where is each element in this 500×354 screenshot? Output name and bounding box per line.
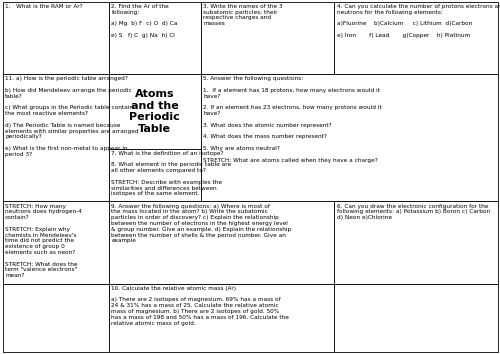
Bar (2, 201, 109, 284)
Bar (2, 74, 109, 201)
Text: 7. What is the definition of an isotope?

8. What element in the periodic table : 7. What is the definition of an isotope?… (112, 151, 232, 196)
Text: 5. Answer the following questions:

1.  If a element has 18 protons, how many el: 5. Answer the following questions: 1. If… (203, 76, 382, 162)
Bar (200, 2, 334, 74)
Text: 6. Can you draw the electronic configuration for the
following elements: a) Pota: 6. Can you draw the electronic configura… (336, 204, 490, 220)
Bar (334, 2, 498, 74)
Text: STRETCH: How many
neutrons does hydrogen-4
contain?

STRETCH: Explain why
chemis: STRETCH: How many neutrons does hydrogen… (5, 204, 82, 278)
Bar (2, 284, 109, 352)
Bar (109, 74, 200, 149)
Text: 4. Can you calculate the number of protons electrons and
neutrons for the follow: 4. Can you calculate the number of proto… (336, 4, 500, 38)
Bar (109, 149, 200, 201)
Bar (109, 284, 334, 352)
Text: 11. a) How is the periodic table arranged?

b) How did Mendeleev arrange the per: 11. a) How is the periodic table arrange… (5, 76, 138, 157)
Text: Atoms
and the
Periodic
Table: Atoms and the Periodic Table (130, 89, 180, 134)
Text: 9. Answer the following questions: a) Where is most of
the mass located in the a: 9. Answer the following questions: a) Wh… (112, 204, 292, 244)
Bar (109, 2, 200, 74)
Text: 3. Write the names of the 3
subatomic particles; their
respective charges and
ma: 3. Write the names of the 3 subatomic pa… (203, 4, 282, 26)
Bar (200, 74, 498, 201)
Bar (109, 201, 334, 284)
Bar (334, 284, 498, 352)
Text: 2. Find the Ar of the
following:

a) Mg  b) F  c) O  d) Ca

e) S   f) C  g) Na  : 2. Find the Ar of the following: a) Mg b… (112, 4, 178, 38)
Bar (2, 2, 109, 74)
Text: 10. Calculate the relative atomic mass (Ar)

a) There are 2 isotopes of magnesiu: 10. Calculate the relative atomic mass (… (112, 286, 290, 326)
Text: 1.   What is the RAM or Ar?: 1. What is the RAM or Ar? (5, 4, 82, 9)
Bar (334, 201, 498, 284)
